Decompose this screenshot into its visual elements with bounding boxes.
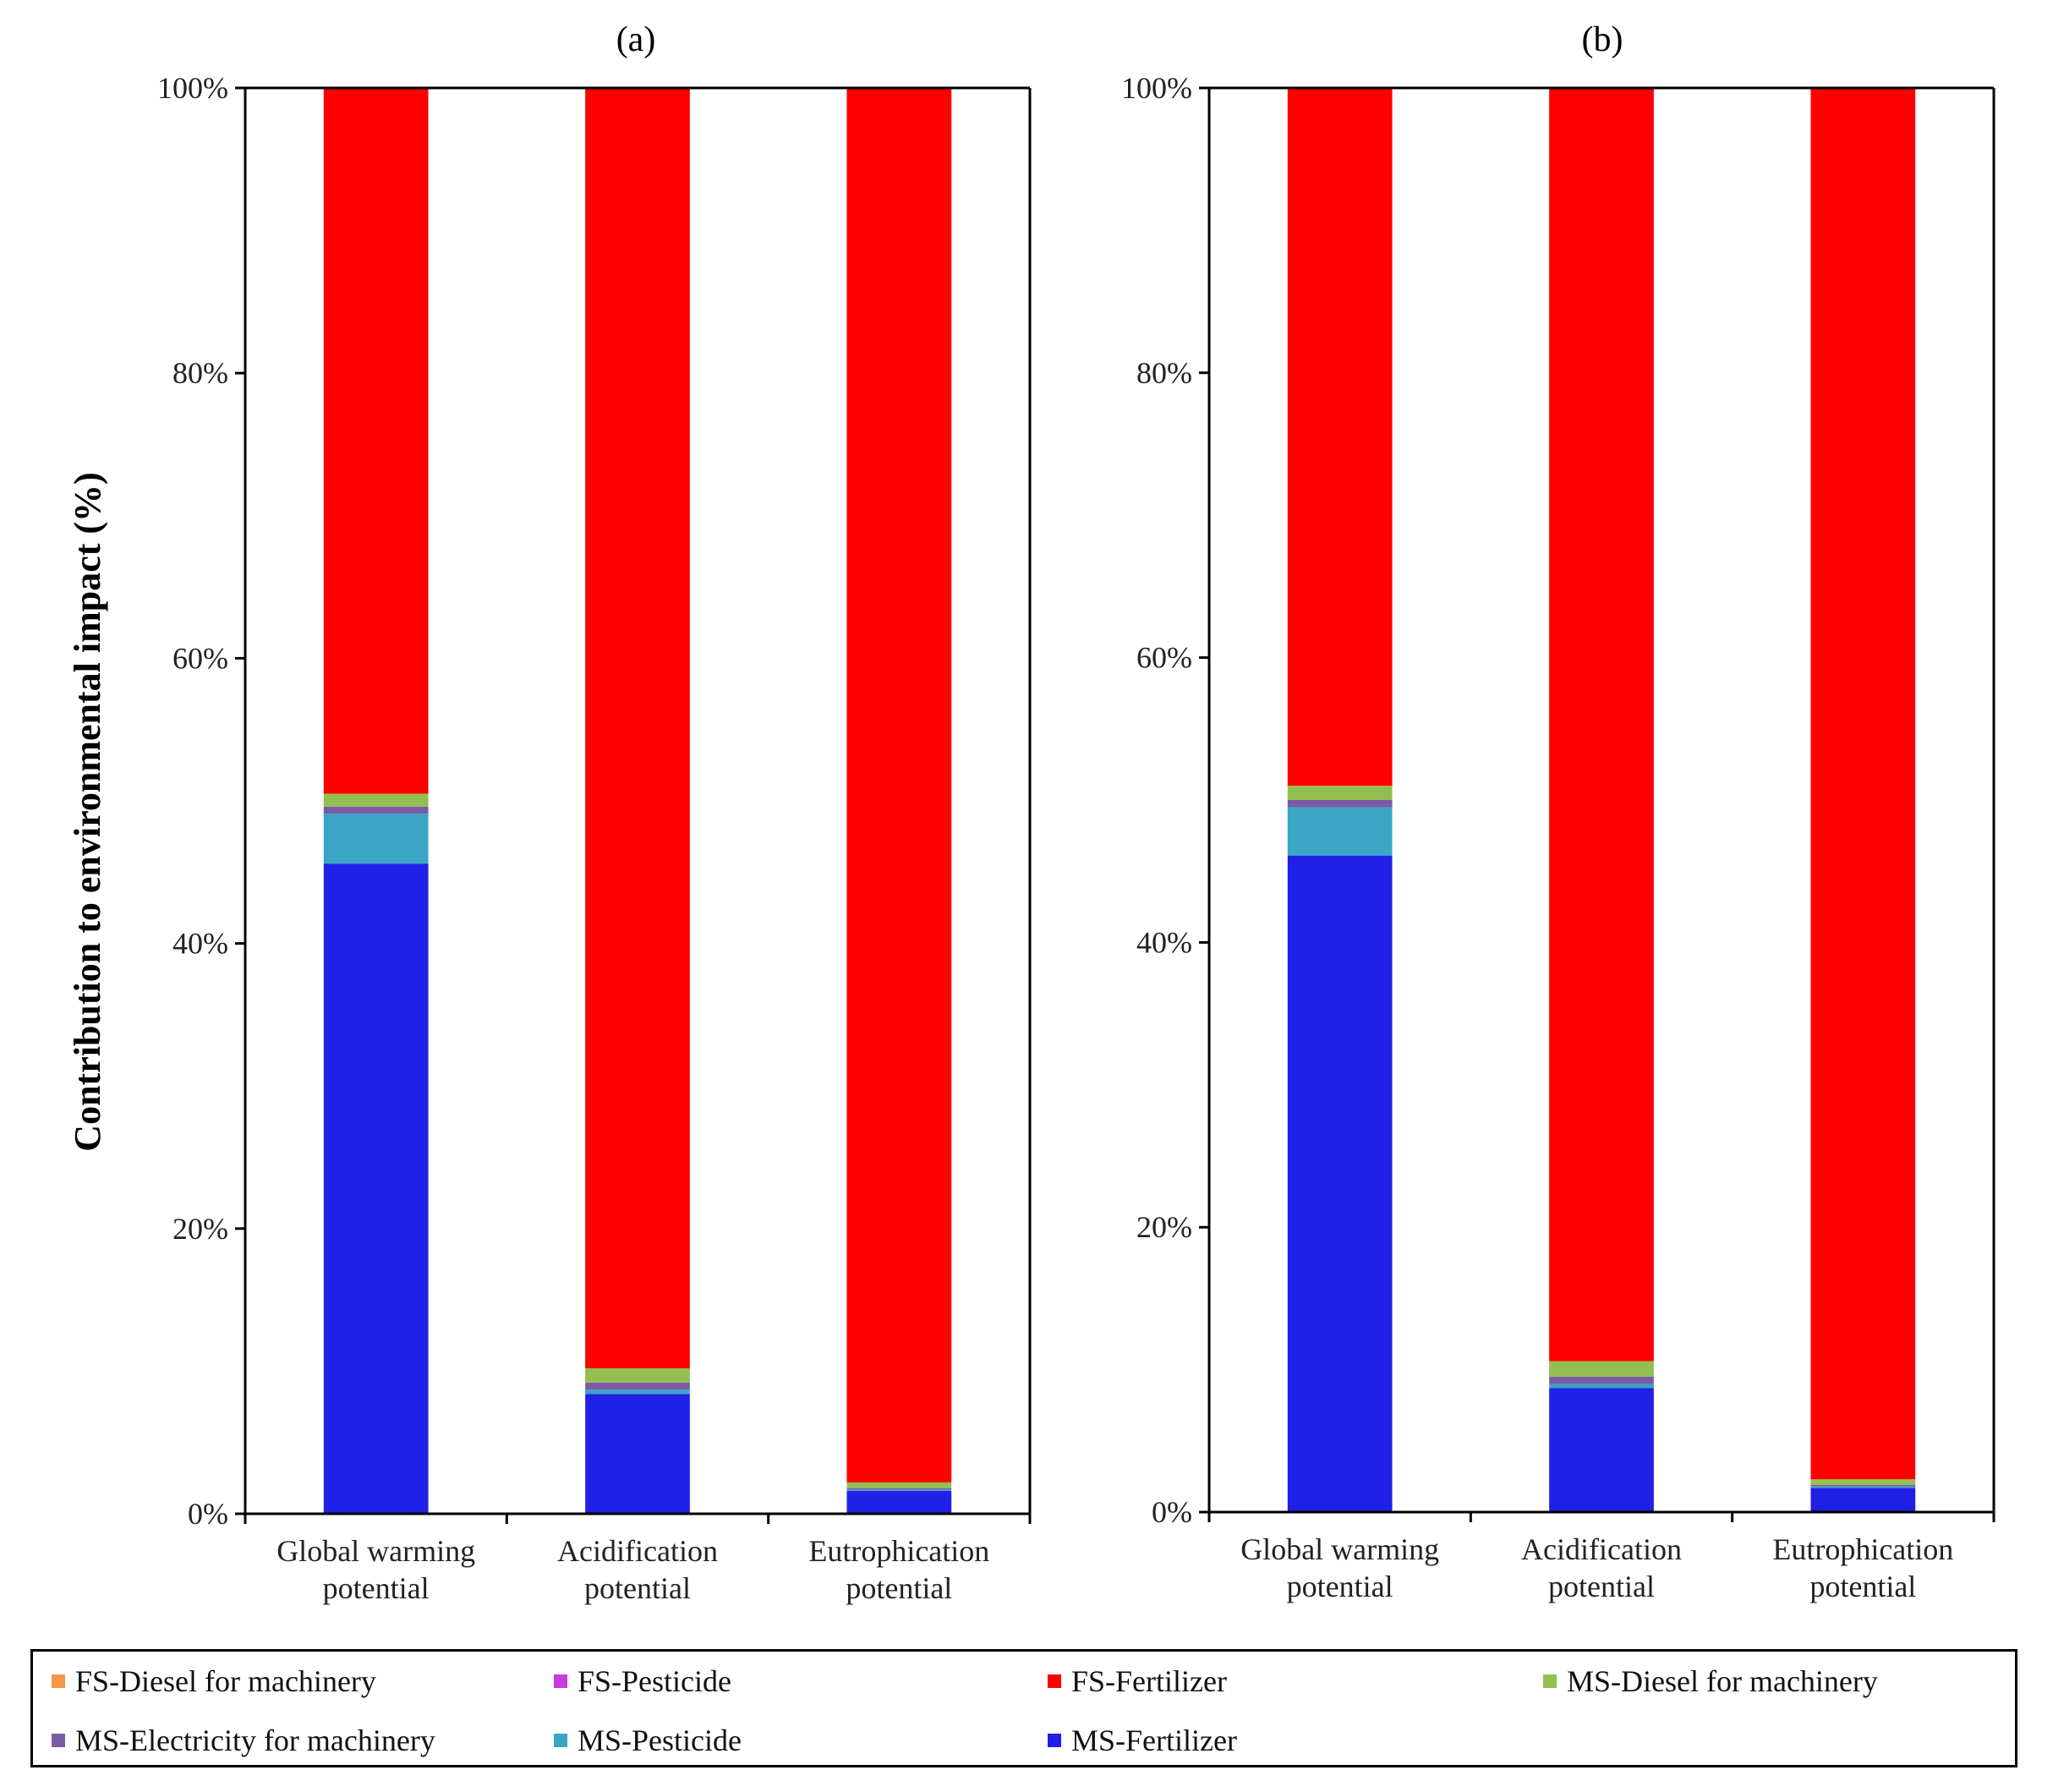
bar-segment xyxy=(1810,1485,1916,1487)
legend-item: MS-Electricity for machinery xyxy=(52,1723,435,1758)
bar-segment xyxy=(1287,807,1393,856)
legend-label: FS-Fertilizer xyxy=(1071,1664,1227,1698)
bar-segment xyxy=(846,1482,952,1488)
y-tick-label: 60% xyxy=(172,641,228,675)
bar-segment xyxy=(585,88,690,1369)
y-tick-label: 40% xyxy=(1136,925,1192,959)
bar-segment xyxy=(1549,1361,1654,1378)
x-tick-label: Global warming xyxy=(276,1534,475,1568)
y-tick-label: 100% xyxy=(1121,71,1192,105)
x-tick-label: potential xyxy=(323,1571,430,1605)
x-tick-label: Eutrophication xyxy=(1772,1532,1953,1566)
y-tick-label: 20% xyxy=(1136,1210,1192,1244)
bar-segment xyxy=(1287,800,1393,808)
bar-segment xyxy=(1287,786,1393,800)
chart-panel-b: (b) 0% 20% 40% 60% 80% 100% Global warming poten… xyxy=(1121,20,1996,1603)
x-tick-label: potential xyxy=(1809,1570,1916,1603)
bar-segment xyxy=(323,814,429,864)
bar-segment xyxy=(846,1488,952,1490)
x-tick-label: potential xyxy=(1287,1570,1393,1603)
legend-label: MS-Fertilizer xyxy=(1071,1723,1237,1757)
y-tick-label: 60% xyxy=(1136,641,1192,675)
legend: FS-Diesel for machinery FS-Pesticide FS-… xyxy=(30,1649,2017,1767)
bar-segment xyxy=(323,806,429,814)
legend-swatch xyxy=(554,1734,567,1747)
y-tick-label: 80% xyxy=(1136,356,1192,390)
bar-segment xyxy=(323,793,429,807)
legend-item: FS-Fertilizer xyxy=(1048,1663,1227,1699)
bar-segment xyxy=(1549,1377,1654,1384)
bar-segment xyxy=(1810,1486,1916,1488)
legend-label: MS-Pesticide xyxy=(578,1723,742,1757)
legend-item: FS-Pesticide xyxy=(554,1663,731,1699)
legend-label: MS-Electricity for machinery xyxy=(75,1723,435,1757)
x-tick-label: Acidification xyxy=(557,1534,718,1568)
y-tick-label: 0% xyxy=(1152,1495,1192,1529)
legend-item: MS-Pesticide xyxy=(554,1723,742,1758)
bar-segment xyxy=(323,88,429,794)
legend-swatch xyxy=(1048,1734,1061,1747)
bar-segment xyxy=(846,1491,952,1514)
bar-segment xyxy=(1549,88,1654,1362)
bar-segment xyxy=(1287,855,1393,1512)
y-tick-label: 80% xyxy=(172,356,228,390)
chart-panel-a: (a)0%20%40%60%80%100%Global warmingpoten… xyxy=(157,20,1032,1605)
y-tick-label: 40% xyxy=(172,927,228,961)
bar-segment xyxy=(1810,88,1916,1480)
bar-segment xyxy=(1549,1388,1654,1512)
legend-label: FS-Pesticide xyxy=(578,1664,732,1698)
legend-swatch xyxy=(554,1674,567,1688)
y-tick-label: 100% xyxy=(157,71,228,105)
x-tick-label: potential xyxy=(584,1571,691,1605)
legend-item: MS-Diesel for machinery xyxy=(1543,1663,1878,1699)
bar-segment xyxy=(585,1389,690,1395)
legend-swatch xyxy=(1543,1674,1557,1688)
legend-swatch xyxy=(1048,1674,1061,1688)
legend-swatch xyxy=(52,1674,65,1688)
legend-swatch xyxy=(52,1734,65,1747)
bar-segment xyxy=(846,88,952,1482)
x-tick-label: Acidification xyxy=(1521,1532,1682,1566)
bar-segment xyxy=(585,1368,690,1383)
y-tick-label: 20% xyxy=(172,1212,228,1246)
bar-segment xyxy=(846,1489,952,1492)
bar-segment xyxy=(1287,88,1393,786)
x-tick-label: potential xyxy=(846,1571,952,1605)
bar-segment xyxy=(585,1382,690,1390)
panel-title: (a) xyxy=(616,20,656,59)
bar-segment xyxy=(1549,1384,1654,1389)
x-tick-label: Global warming xyxy=(1240,1532,1439,1566)
x-tick-label: Eutrophication xyxy=(808,1534,989,1568)
panel-title: (b) xyxy=(1582,20,1623,59)
bar-segment xyxy=(1810,1488,1916,1512)
y-tick-label: 0% xyxy=(188,1497,228,1531)
y-axis-label: Contribution to environmental impact (%) xyxy=(67,472,108,1151)
x-tick-label: potential xyxy=(1548,1570,1655,1603)
legend-item: MS-Fertilizer xyxy=(1048,1723,1237,1758)
bar-segment xyxy=(1810,1479,1916,1486)
bar-segment xyxy=(323,863,429,1514)
bar-segment xyxy=(585,1394,690,1514)
legend-label: MS-Diesel for machinery xyxy=(1567,1664,1878,1698)
legend-label: FS-Diesel for machinery xyxy=(75,1664,376,1698)
legend-item: FS-Diesel for machinery xyxy=(52,1663,376,1699)
